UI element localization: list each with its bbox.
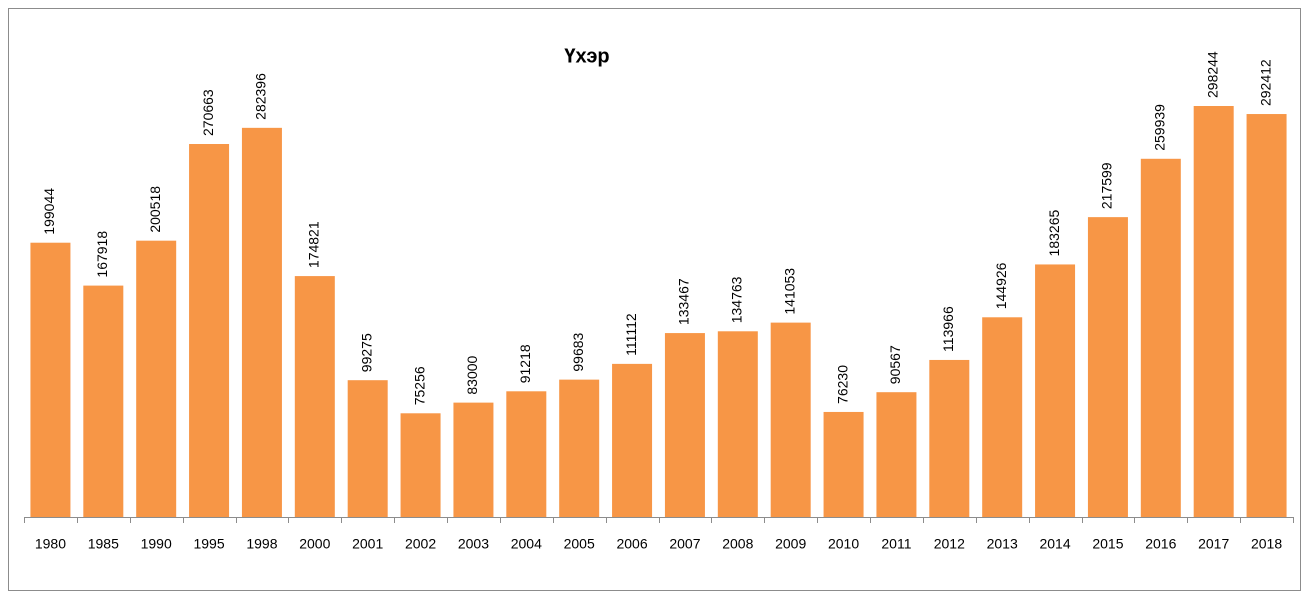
bar: [559, 379, 600, 517]
bar: [1246, 114, 1287, 518]
x-tick-label: 2006: [616, 536, 647, 552]
value-label: 292412: [1257, 59, 1273, 106]
x-tick-label: 2003: [458, 536, 489, 552]
bar: [189, 144, 230, 517]
x-tick-label: 2017: [1198, 536, 1229, 552]
value-label: 298244: [1204, 51, 1220, 98]
value-label: 99275: [358, 333, 374, 372]
bar: [982, 317, 1023, 517]
x-tick-label: 2013: [987, 536, 1018, 552]
value-label: 90567: [887, 345, 903, 384]
bar: [400, 413, 441, 517]
bar: [136, 240, 177, 517]
x-tick-label: 2010: [828, 536, 859, 552]
x-tick-label: 1998: [246, 536, 277, 552]
bar: [876, 392, 917, 517]
value-label: 141053: [781, 268, 797, 315]
x-tick-label: 1990: [141, 536, 172, 552]
value-label: 167918: [94, 231, 110, 278]
value-label: 183265: [1046, 210, 1062, 257]
bar: [347, 380, 388, 517]
value-label: 217599: [1099, 162, 1115, 209]
x-tick-label: 2005: [564, 536, 595, 552]
bar: [1193, 106, 1234, 517]
bar: [453, 402, 494, 517]
value-label: 282396: [253, 73, 269, 120]
x-tick-label: 2000: [299, 536, 330, 552]
bar: [241, 127, 282, 517]
value-label: 134763: [729, 276, 745, 323]
bar: [823, 411, 864, 517]
x-tick-label: 2008: [722, 536, 753, 552]
value-label: 133467: [676, 278, 692, 325]
x-tick-label: 2016: [1145, 536, 1176, 552]
x-tick-label: 2014: [1039, 536, 1070, 552]
value-label: 144926: [993, 262, 1009, 309]
value-label: 76230: [834, 365, 850, 404]
bar: [83, 285, 124, 517]
bar: [294, 276, 335, 517]
bar: [30, 242, 71, 518]
x-tick-label: 2011: [881, 536, 911, 552]
value-label: 174821: [306, 221, 322, 268]
chart-title: Үхэр: [564, 45, 609, 67]
x-tick-label: 1985: [88, 536, 119, 552]
value-label: 83000: [464, 355, 480, 394]
bar: [1087, 217, 1128, 517]
bar: [1035, 264, 1076, 517]
value-label: 75256: [411, 366, 427, 405]
bar: [1140, 158, 1181, 517]
x-tick-label: 2012: [934, 536, 965, 552]
bar: [506, 391, 547, 517]
x-tick-label: 2001: [352, 536, 383, 552]
x-tick-label: 2009: [775, 536, 806, 552]
x-tick-label: 1995: [193, 536, 224, 552]
bar: [929, 359, 970, 517]
x-tick-label: 2015: [1092, 536, 1123, 552]
value-label: 91218: [517, 344, 533, 383]
x-tick-label: 2018: [1251, 536, 1282, 552]
value-label: 270663: [200, 89, 216, 136]
x-tick-label: 2007: [669, 536, 700, 552]
x-tick-label: 2002: [405, 536, 436, 552]
bar: [717, 331, 758, 517]
x-tick-label: 1980: [35, 536, 66, 552]
value-label: 259939: [1152, 104, 1168, 151]
value-label: 111112: [623, 313, 639, 356]
value-label: 113966: [940, 306, 956, 352]
bar: [664, 333, 705, 517]
bar: [770, 322, 811, 517]
bar: [612, 363, 653, 517]
x-tick-label: 2004: [511, 536, 542, 552]
value-label: 200518: [147, 186, 163, 233]
value-label: 199044: [41, 188, 57, 235]
chart-border: [8, 8, 1301, 591]
value-label: 99683: [570, 332, 586, 371]
